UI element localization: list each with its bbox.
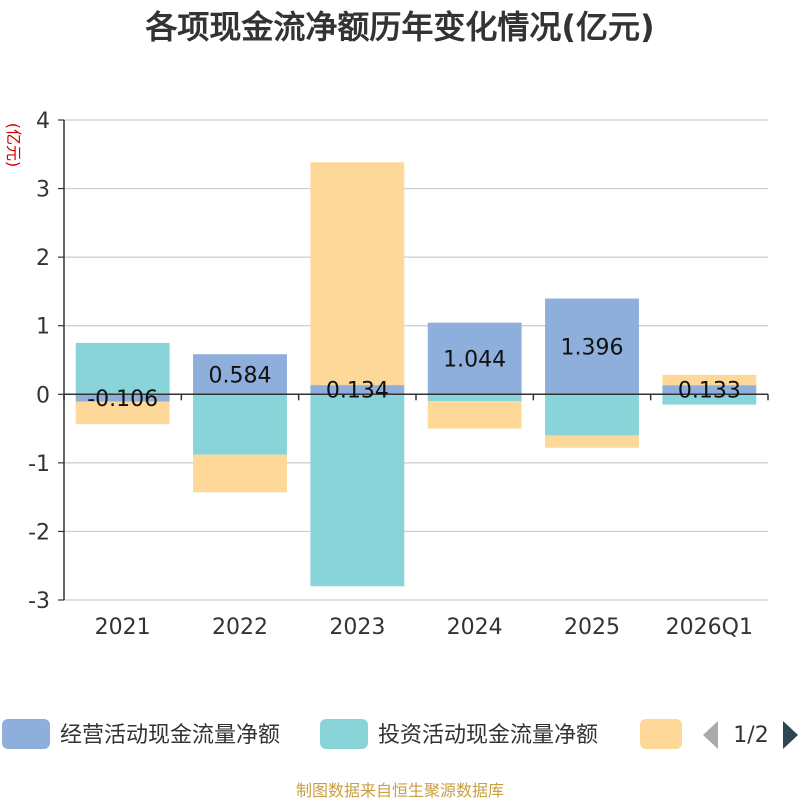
y-tick-label: -2 [28, 520, 50, 545]
bar-series-2-2021[interactable] [75, 401, 170, 425]
bar-series-0-2022[interactable] [193, 354, 287, 395]
triangle-left-icon[interactable] [703, 721, 718, 749]
y-tick-label: -3 [28, 589, 50, 614]
bar-series-0-2021[interactable] [75, 394, 170, 402]
x-tick-label: 2026Q1 [666, 615, 753, 640]
y-tick-label: 4 [36, 109, 50, 134]
data-label: 0.133 [678, 379, 741, 404]
bar-series-1-2024[interactable] [427, 394, 522, 402]
x-tick-label: 2023 [329, 615, 385, 640]
bar-series-1-2025[interactable] [545, 394, 639, 436]
legend: 经营活动现金流量净额 投资活动现金流量净额 1/2 [2, 719, 798, 749]
y-tick-label: -1 [28, 452, 50, 477]
bars [75, 162, 757, 587]
data-label: 0.584 [209, 363, 272, 388]
bar-series-0-2025[interactable] [545, 298, 639, 395]
bar-series-2-2026Q1[interactable] [662, 374, 757, 386]
y-tick-label: 0 [36, 383, 50, 408]
bar-series-2-2024[interactable] [427, 401, 522, 429]
bar-series-1-2026Q1[interactable] [662, 394, 757, 405]
x-tick-labels: 2021 2022 2023 2024 2025 2026Q1 [95, 615, 753, 640]
bar-series-1-2022[interactable] [193, 394, 287, 455]
chart-title: 各项现金流净额历年变化情况(亿元) [145, 8, 654, 46]
bar-series-0-2024[interactable] [427, 322, 522, 395]
axes [63, 120, 769, 600]
legend-swatch-operating[interactable] [2, 719, 50, 749]
bar-series-0-2026Q1[interactable] [662, 385, 757, 395]
source-note: 制图数据来自恒生聚源数据库 [296, 781, 504, 800]
data-label: 0.134 [326, 379, 389, 404]
data-labels: -0.106 0.584 0.134 1.044 1.396 0.133 [87, 335, 741, 411]
y-tick-label: 1 [36, 315, 50, 340]
legend-swatch-investing[interactable] [320, 719, 368, 749]
legend-label-operating[interactable]: 经营活动现金流量净额 [60, 723, 280, 748]
y-tick-labels: 4 3 2 1 0 -1 -2 -3 [28, 109, 50, 614]
legend-page-indicator: 1/2 [733, 723, 768, 748]
data-label: 1.044 [443, 347, 506, 372]
x-tick-label: 2025 [564, 615, 620, 640]
bar-series-0-2023[interactable] [310, 385, 405, 395]
data-label: 1.396 [561, 335, 624, 360]
x-tick-label: 2022 [212, 615, 268, 640]
legend-swatch-financing[interactable] [640, 719, 682, 749]
bar-series-1-2021[interactable] [75, 342, 170, 395]
data-label: -0.106 [87, 387, 158, 412]
x-tick-label: 2021 [95, 615, 151, 640]
y-axis-unit: (亿元) [4, 123, 23, 168]
bar-series-2-2025[interactable] [545, 435, 639, 448]
y-tick-label: 3 [36, 178, 50, 203]
bar-series-1-2023[interactable] [310, 394, 405, 587]
bar-series-2-2022[interactable] [193, 454, 287, 493]
y-tick-label: 2 [36, 246, 50, 271]
bar-series-2-2023[interactable] [310, 162, 405, 386]
legend-label-investing[interactable]: 投资活动现金流量净额 [378, 723, 598, 748]
triangle-right-icon[interactable] [783, 721, 798, 749]
x-tick-label: 2024 [447, 615, 503, 640]
